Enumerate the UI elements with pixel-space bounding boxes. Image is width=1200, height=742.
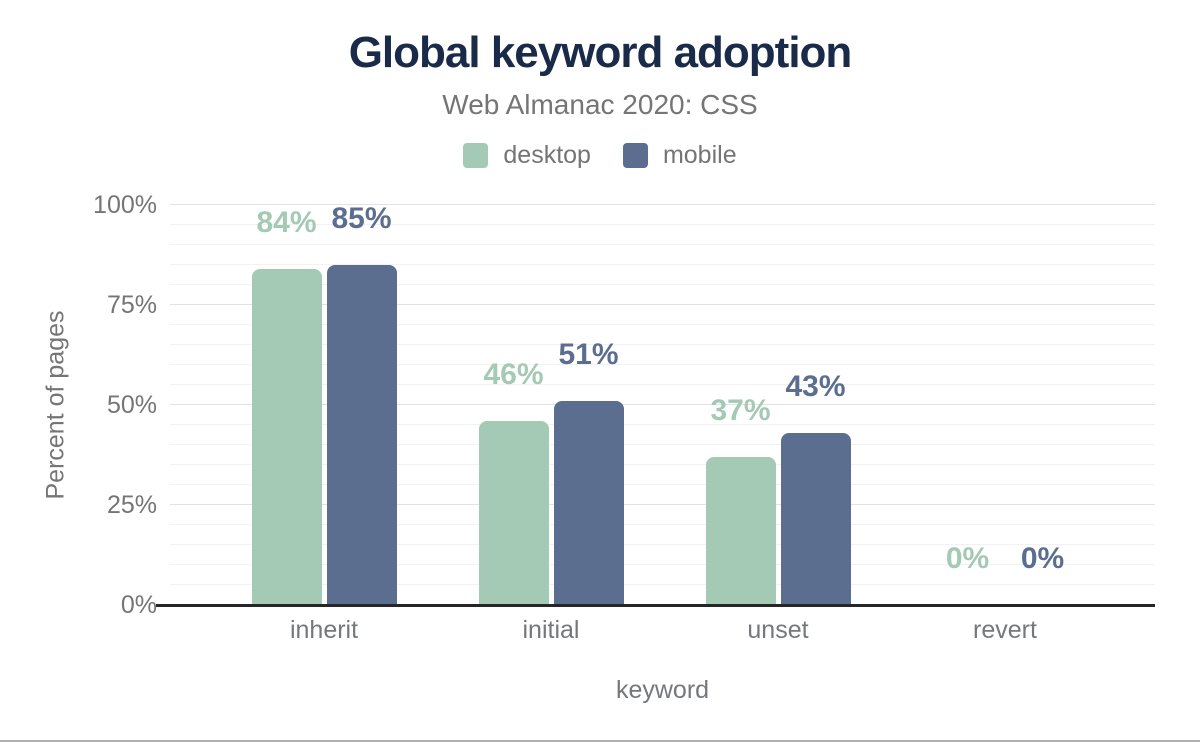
minor-gridline-65 (170, 344, 1155, 345)
minor-gridline-15 (170, 544, 1155, 545)
minor-gridline-45 (170, 424, 1155, 425)
legend: desktop mobile (0, 141, 1200, 170)
x-category-revert: revert (973, 616, 1037, 644)
minor-gridline-20 (170, 524, 1155, 525)
minor-gridline-95 (170, 224, 1155, 225)
minor-gridline-70 (170, 324, 1155, 325)
x-category-unset: unset (747, 616, 809, 644)
legend-label-desktop: desktop (503, 141, 591, 169)
legend-swatch-desktop (463, 143, 489, 168)
minor-gridline-40 (170, 444, 1155, 445)
value-label-desktop-unset: 37% (710, 394, 771, 427)
bar-group-revert: 0% 0% (933, 205, 1078, 605)
x-category-initial: initial (522, 616, 580, 644)
y-axis-title: Percent of pages (41, 310, 70, 500)
bottom-border-line (0, 740, 1200, 742)
minor-gridline-85 (170, 264, 1155, 265)
plot-area: 84% 85% 46% 51% 37% 43% 0% 0% (156, 202, 1155, 607)
major-gridline-75 (170, 304, 1155, 305)
legend-item-desktop: desktop (463, 141, 591, 170)
minor-gridline-35 (170, 464, 1155, 465)
minor-gridline-90 (170, 244, 1155, 245)
value-label-mobile-initial: 51% (558, 338, 619, 371)
value-label-desktop-initial: 46% (483, 358, 544, 391)
value-label-desktop-revert: 0% (945, 542, 990, 575)
minor-gridline-55 (170, 384, 1155, 385)
minor-gridline-80 (170, 284, 1155, 285)
major-gridline-25 (170, 504, 1155, 505)
chart-title: Global keyword adoption (348, 28, 853, 77)
minor-gridline-5 (170, 584, 1155, 585)
y-tick-50%: 50% (106, 391, 157, 419)
value-label-desktop-inherit: 84% (256, 206, 317, 239)
value-label-mobile-unset: 43% (785, 370, 846, 403)
y-tick-100%: 100% (93, 191, 157, 219)
x-axis-title: keyword (615, 676, 710, 704)
bar-desktop-unset[interactable] (705, 457, 776, 605)
minor-gridline-10 (170, 564, 1155, 565)
bar-mobile-initial[interactable] (553, 401, 624, 605)
value-label-mobile-inherit: 85% (331, 202, 392, 235)
legend-swatch-mobile (622, 143, 648, 168)
minor-gridline-60 (170, 364, 1155, 365)
major-gridline-50 (170, 404, 1155, 405)
bar-mobile-inherit[interactable] (326, 265, 397, 605)
y-tick-25%: 25% (106, 491, 157, 519)
x-category-inherit: inherit (289, 616, 359, 644)
bar-group-inherit: 84% 85% (251, 202, 397, 605)
bar-mobile-unset[interactable] (780, 433, 851, 605)
value-label-mobile-revert: 0% (1020, 542, 1065, 575)
chart-subtitle: Web Almanac 2020: CSS (442, 89, 758, 120)
y-tick-75%: 75% (106, 291, 157, 319)
bar-desktop-inherit[interactable] (251, 269, 322, 605)
major-gridline-100 (170, 204, 1155, 205)
minor-gridline-30 (170, 484, 1155, 485)
legend-item-mobile: mobile (622, 141, 737, 170)
y-tick-0%: 0% (120, 591, 157, 619)
bar-desktop-initial[interactable] (478, 421, 549, 605)
bar-group-unset: 37% 43% (705, 205, 851, 605)
legend-label-mobile: mobile (662, 141, 737, 169)
x-axis-line (156, 604, 1155, 607)
bar-group-initial: 46% 51% (478, 205, 624, 605)
